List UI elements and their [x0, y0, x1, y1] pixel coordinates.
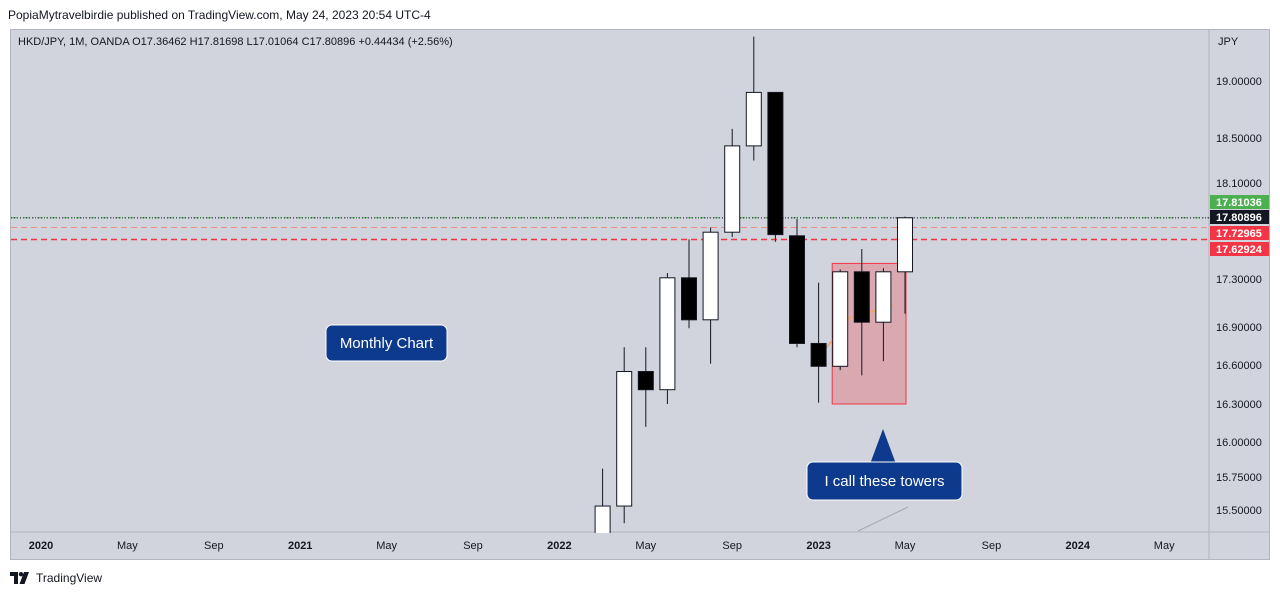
candle-body — [702, 231, 719, 321]
x-tick-label: Sep — [722, 540, 742, 552]
symbol-info-field: O17.36462 — [129, 36, 187, 48]
tradingview-logo-icon — [10, 572, 29, 584]
candle-body — [637, 371, 654, 391]
x-tick-label: Sep — [982, 540, 1002, 552]
x-tick-label: May — [895, 540, 916, 552]
towers-callout — [806, 461, 963, 501]
candle-body — [681, 277, 697, 321]
x-tick-label: Sep — [463, 540, 483, 552]
symbol-info-field: HKD/JPY, 1M, OANDA — [18, 36, 130, 48]
y-tick-label: 16.90000 — [1216, 322, 1262, 334]
y-tick-label: 17.30000 — [1216, 274, 1262, 286]
x-tick-label: 2022 — [547, 540, 571, 552]
x-tick-label: 2021 — [288, 540, 312, 552]
y-tick-label: 15.50000 — [1216, 505, 1262, 517]
candle-body — [789, 235, 805, 344]
x-tick-label: May — [1154, 540, 1175, 552]
price-label-bg — [1210, 226, 1269, 240]
candle-body — [875, 271, 892, 323]
monthly-chart-callout — [325, 324, 448, 362]
towers-callout-text: I call these towers — [824, 473, 944, 490]
monthly-chart-text: Monthly Chart — [340, 335, 434, 352]
y-tick-label: 19.00000 — [1216, 76, 1262, 88]
tradingview-brand[interactable]: TradingView — [36, 571, 103, 585]
price-label: 17.72965 — [1216, 228, 1262, 240]
x-tick-label: May — [117, 540, 138, 552]
y-tick-label: 18.50000 — [1216, 133, 1262, 145]
candle-body — [724, 145, 741, 233]
x-tick-label: 2020 — [29, 540, 53, 552]
y-tick-label: 16.60000 — [1216, 360, 1262, 372]
x-tick-label: 2024 — [1066, 540, 1091, 552]
x-tick-label: Sep — [204, 540, 224, 552]
candle-body — [745, 91, 762, 147]
symbol-info-field: +0.44434 (+2.56%) — [355, 36, 452, 48]
price-label-bg — [1210, 210, 1269, 224]
candle-body — [810, 342, 827, 367]
chart-frame[interactable] — [10, 29, 1270, 560]
price-label: 17.62924 — [1216, 244, 1263, 256]
price-label: 17.80896 — [1216, 212, 1262, 224]
y-tick-label: 18.10000 — [1216, 178, 1262, 190]
x-tick-label: May — [635, 540, 656, 552]
towers-callout-pointer — [870, 429, 896, 464]
candle-body — [897, 217, 913, 273]
symbol-info-field: L17.01064 — [243, 36, 298, 48]
symbol-info-field: H17.81698 — [187, 36, 244, 48]
faint-trend-line — [857, 506, 909, 532]
author-name[interactable]: PopiaMytravelbirdie — [8, 8, 114, 22]
candle-body — [853, 271, 870, 323]
publish-date: published on TradingView.com, May 24, 20… — [116, 8, 431, 22]
symbol-info-field: C17.80896 — [299, 36, 356, 48]
candle-body — [594, 505, 611, 537]
candle-body — [616, 371, 633, 507]
footer: TradingView — [10, 570, 102, 586]
candle-body — [659, 277, 676, 391]
y-tick-label: 16.30000 — [1216, 399, 1262, 411]
x-tick-label: May — [376, 540, 397, 552]
candle-body — [832, 271, 849, 367]
y-tick-label: 16.00000 — [1216, 437, 1262, 449]
publish-info: PopiaMytravelbirdie published on Trading… — [8, 8, 431, 22]
time-axis-bg — [11, 533, 1208, 559]
currency-label: JPY — [1218, 36, 1239, 48]
symbol-info: HKD/JPY, 1M, OANDA O17.36462 H17.81698 L… — [18, 36, 453, 48]
x-tick-label: 2023 — [806, 540, 830, 552]
price-label-bg — [1210, 242, 1269, 256]
y-tick-label: 15.75000 — [1216, 472, 1262, 484]
price-label-bg — [1210, 195, 1269, 209]
price-label: 17.81036 — [1216, 197, 1262, 209]
candle-body — [767, 91, 784, 236]
